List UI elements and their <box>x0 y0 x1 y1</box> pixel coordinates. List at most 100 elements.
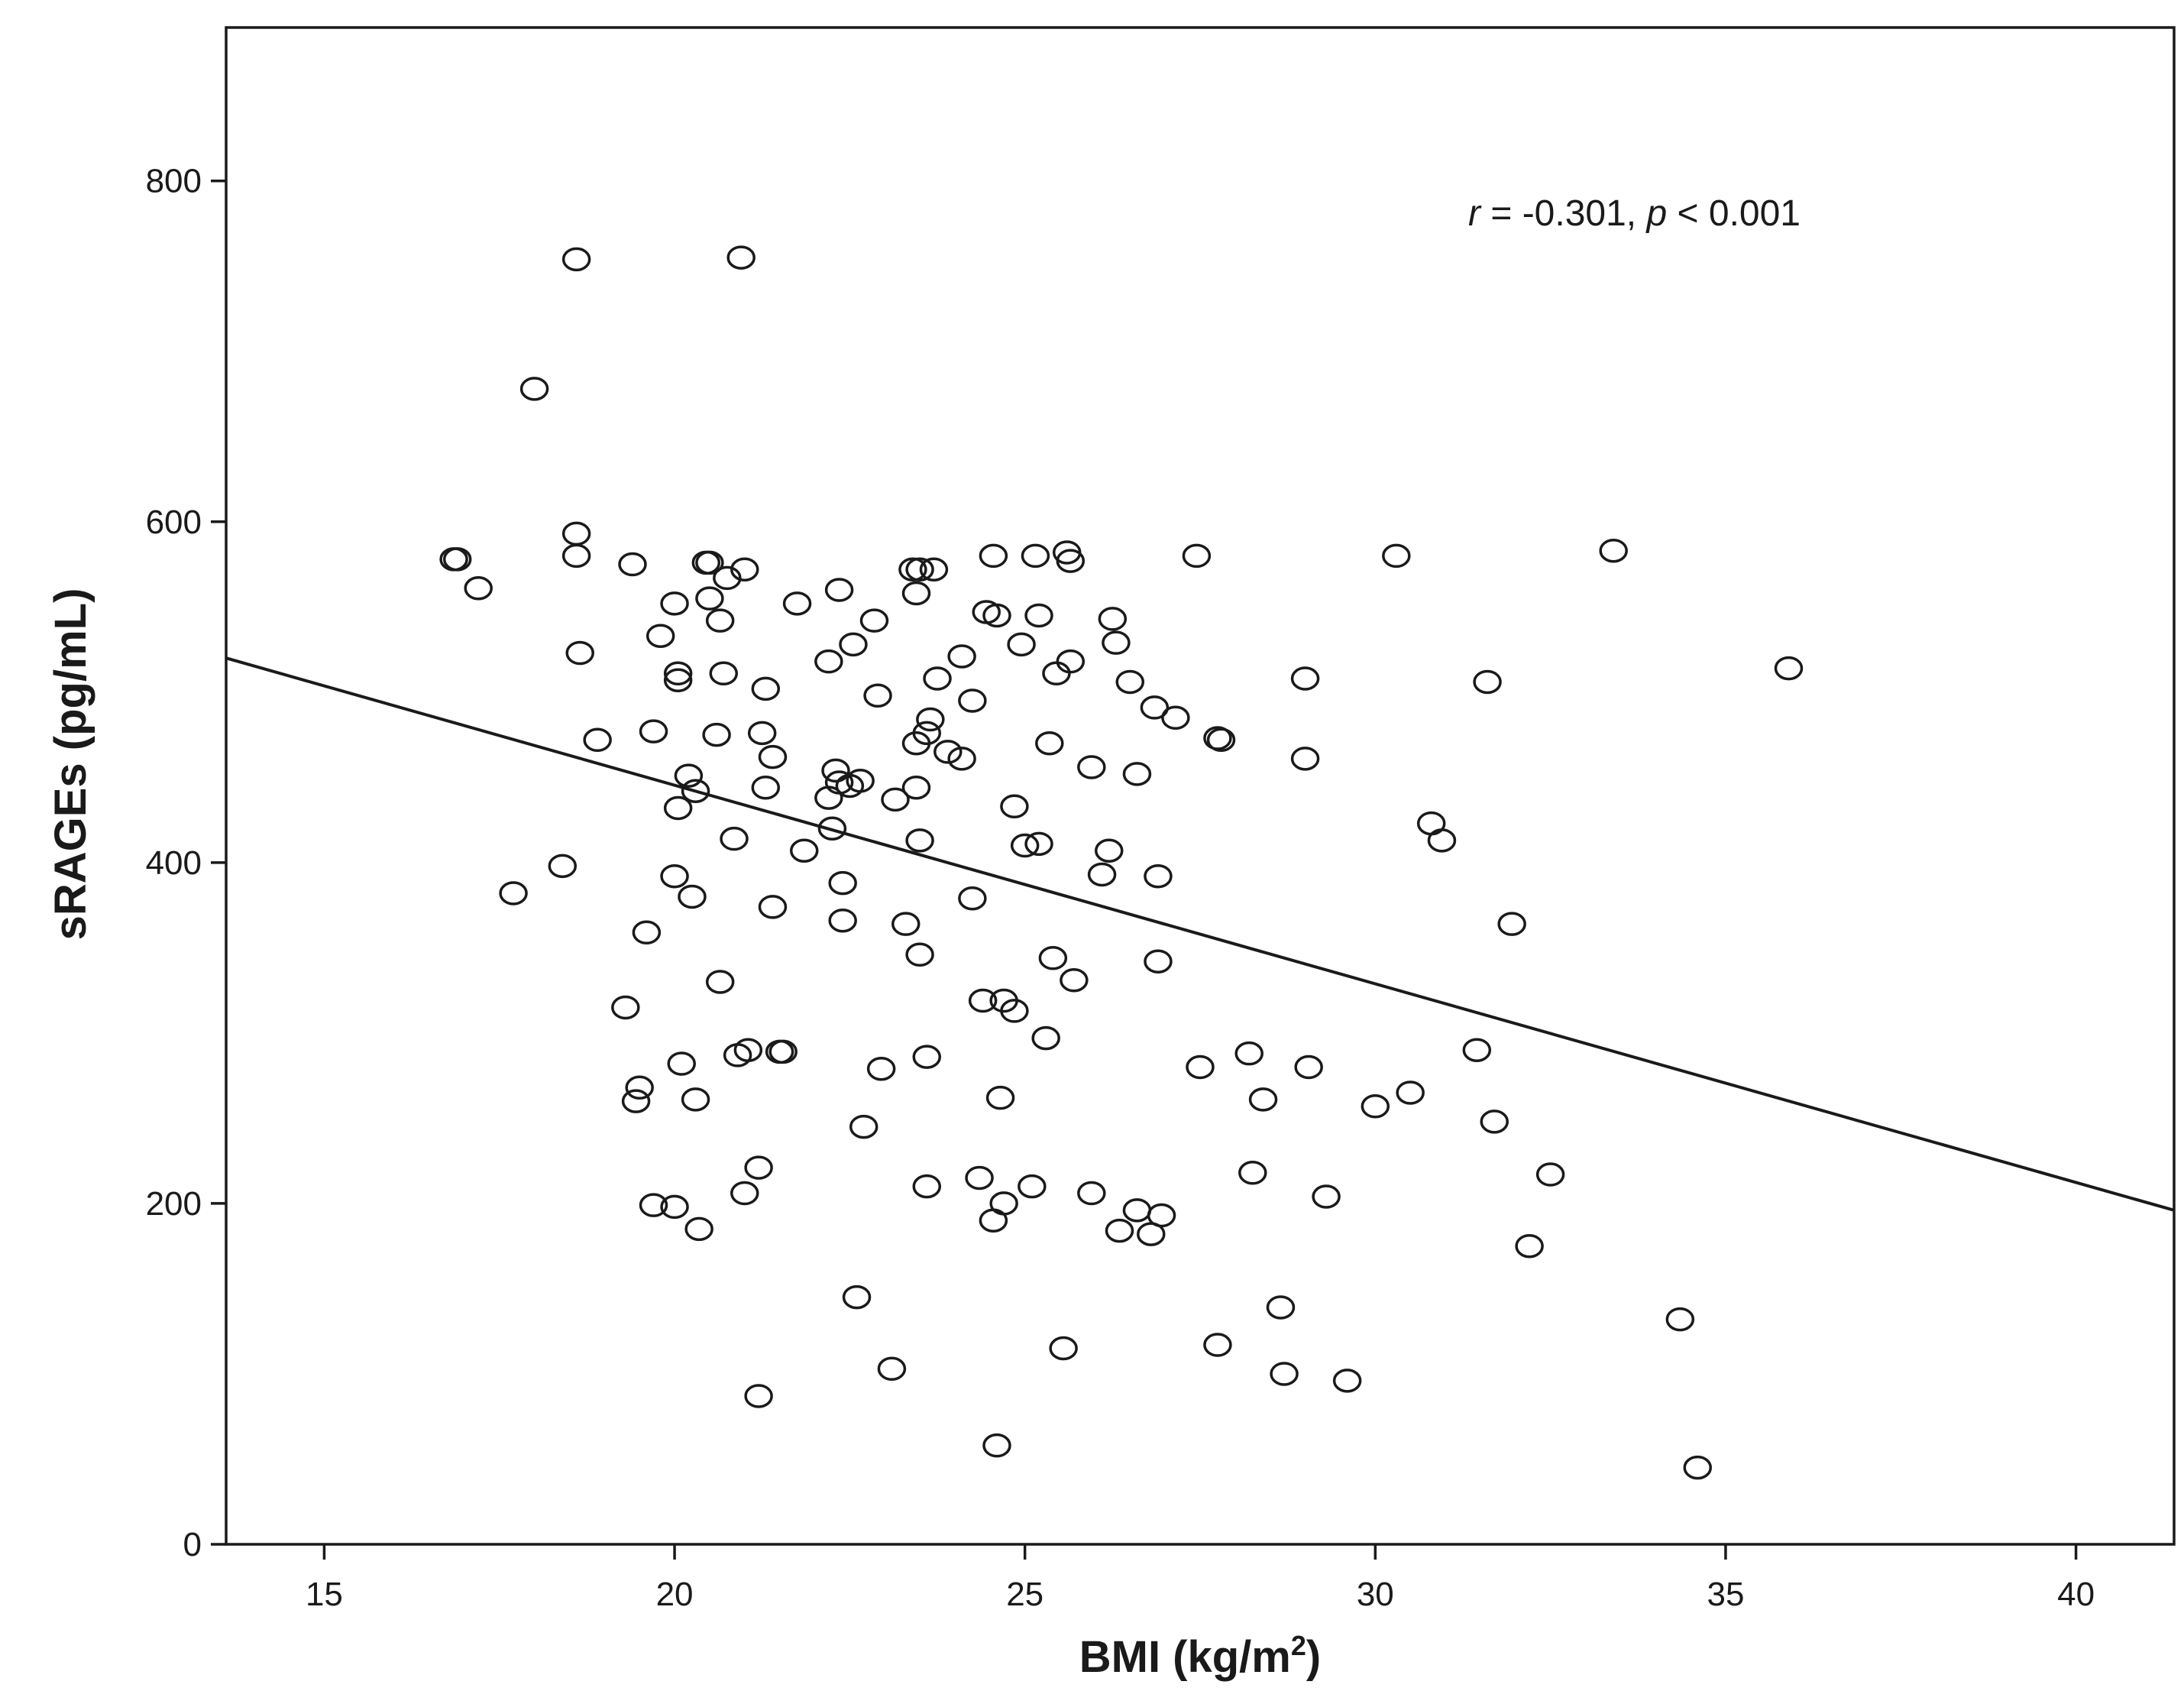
data-point <box>726 245 756 270</box>
data-point <box>684 1216 713 1242</box>
data-point <box>1186 1054 1215 1080</box>
data-point <box>1031 1025 1060 1051</box>
data-point <box>645 624 675 648</box>
data-point <box>1144 949 1173 973</box>
data-point <box>1332 1369 1362 1393</box>
data-point <box>866 1056 896 1081</box>
data-point <box>828 870 857 896</box>
data-point <box>1060 968 1089 993</box>
y-axis-title: sRAGEs (pg/mL) <box>46 588 95 941</box>
data-point <box>1105 1218 1134 1243</box>
data-points <box>439 245 1804 1480</box>
data-point <box>985 1085 1015 1110</box>
x-axis-title-end: ) <box>1306 1632 1321 1682</box>
x-tick-label: 20 <box>656 1576 694 1613</box>
data-point <box>758 895 788 919</box>
data-point <box>789 838 819 863</box>
data-point <box>916 707 945 732</box>
data-point <box>1010 833 1040 858</box>
data-point <box>1266 1295 1296 1320</box>
data-point <box>817 816 847 841</box>
correlation-annotation: r = -0.301, p < 0.001 <box>1468 193 1801 234</box>
data-point <box>1774 656 1804 681</box>
plot-frame <box>225 26 2176 1546</box>
data-point <box>898 557 927 581</box>
data-point <box>758 744 788 769</box>
data-point <box>730 1181 759 1206</box>
data-point <box>958 886 987 911</box>
data-point <box>561 247 591 272</box>
data-point <box>1038 946 1068 970</box>
data-point <box>618 552 647 577</box>
data-point <box>1238 1161 1267 1185</box>
data-point <box>1056 549 1086 573</box>
data-point <box>747 721 777 746</box>
data-point <box>548 854 578 879</box>
data-point <box>625 1075 654 1100</box>
data-point <box>912 1045 942 1069</box>
data-point <box>561 543 591 569</box>
data-point <box>1049 1336 1078 1361</box>
data-point <box>828 908 857 933</box>
data-point <box>713 565 742 591</box>
p-symbol: p <box>1645 193 1667 234</box>
data-point <box>1203 1333 1232 1357</box>
data-point <box>824 578 854 602</box>
data-point <box>695 586 724 611</box>
x-axis-title-sup: 2 <box>1291 1630 1306 1661</box>
data-point <box>947 644 976 669</box>
data-point <box>982 603 1011 628</box>
data-point <box>1480 1110 1509 1134</box>
regression-line <box>225 656 2175 1212</box>
data-point <box>705 608 735 633</box>
data-point <box>1361 1094 1390 1119</box>
data-point <box>1161 705 1190 731</box>
data-point <box>1182 543 1212 569</box>
x-tick-label: 40 <box>2057 1576 2095 1613</box>
data-point <box>1473 669 1502 695</box>
x-axis-title-main: BMI (kg/m <box>1079 1632 1291 1682</box>
data-point <box>660 1194 689 1220</box>
data-point <box>901 775 931 800</box>
data-point <box>842 1284 872 1310</box>
data-point <box>751 775 781 800</box>
data-point <box>1290 666 1320 691</box>
x-tick-label: 15 <box>306 1576 343 1613</box>
data-point <box>1144 863 1173 889</box>
data-point <box>849 1114 878 1139</box>
data-point <box>1497 912 1526 936</box>
data-point <box>733 1038 763 1062</box>
data-point <box>1007 632 1036 657</box>
data-point <box>1024 603 1053 628</box>
data-point <box>1234 1041 1263 1066</box>
data-point <box>663 795 693 821</box>
data-point <box>583 727 612 753</box>
data-point <box>1206 727 1236 753</box>
data-point <box>846 769 875 793</box>
data-point <box>1294 1054 1323 1080</box>
data-point <box>947 747 976 771</box>
data-point <box>881 787 910 812</box>
data-point <box>863 683 892 708</box>
data-point <box>905 828 934 853</box>
data-point <box>1248 1087 1278 1112</box>
data-point <box>782 591 812 616</box>
y-tick-label: 200 <box>146 1185 202 1223</box>
y-tick-label: 600 <box>146 504 202 541</box>
data-point <box>919 557 949 581</box>
data-point <box>744 1384 773 1408</box>
data-point <box>681 779 710 803</box>
data-point <box>1427 828 1457 853</box>
data-point <box>751 676 781 701</box>
data-point <box>768 1039 798 1064</box>
data-point <box>877 1356 907 1382</box>
p-value: < 0.001 <box>1667 193 1801 234</box>
data-point <box>1087 862 1117 887</box>
y-tick-label: 0 <box>183 1526 202 1563</box>
data-point <box>519 377 549 401</box>
data-point <box>695 550 724 575</box>
data-point <box>660 863 689 889</box>
x-tick-label: 25 <box>1006 1576 1043 1613</box>
x-axis: 15 20 25 30 35 40 <box>306 1544 2095 1613</box>
